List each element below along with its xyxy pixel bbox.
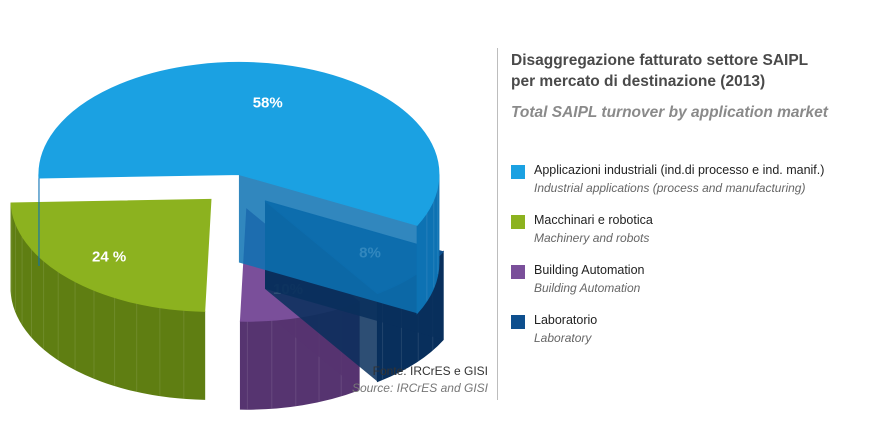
chart-subtitle: Total SAIPL turnover by application mark… [511, 104, 828, 121]
divider-line [497, 48, 498, 400]
legend-swatch [511, 315, 525, 329]
legend-item-industrial: Applicazioni industriali (ind.di process… [511, 162, 871, 212]
legend-item-laboratory: Laboratorio Laboratory [511, 312, 871, 362]
legend-label-it: Building Automation [534, 263, 645, 277]
legend-swatch [511, 165, 525, 179]
legend-label-it: Macchinari e robotica [534, 213, 653, 227]
source-note: Fonte: IRCrES e GISI Source: IRCrES and … [352, 363, 488, 397]
legend-swatch [511, 215, 525, 229]
chart-title-line1: Disaggregazione fatturato settore SAIPL [511, 52, 809, 69]
legend-label-it: Applicazioni industriali (ind.di process… [534, 163, 825, 177]
legend-label-en: Machinery and robots [534, 231, 650, 245]
pie-cut-industrial [238, 174, 418, 314]
chart-title: Disaggregazione fatturato settore SAIPL … [511, 50, 871, 92]
pie-slice-industrial [38, 61, 440, 226]
pie-slice-machinery [10, 198, 212, 312]
legend-label-it: Laboratorio [534, 313, 598, 327]
legend-label-en: Building Automation [534, 281, 641, 295]
legend-item-machinery: Macchinari e robotica Machinery and robo… [511, 212, 871, 262]
pie-label-machinery: 24 % [92, 248, 126, 265]
legend-item-building: Building Automation Building Automation [511, 262, 871, 312]
pie-label-industrial: 58% [253, 94, 283, 111]
pie-chart: 24 %10%8%58% [10, 61, 445, 410]
legend-label-en: Laboratory [534, 331, 592, 345]
chart-title-line2: per mercato di destinazione (2013) [511, 73, 766, 90]
source-italian: Fonte: IRCrES e GISI [372, 364, 488, 378]
legend: Applicazioni industriali (ind.di process… [511, 162, 871, 362]
source-english: Source: IRCrES and GISI [351, 381, 488, 395]
legend-label-en: Industrial applications (process and man… [534, 181, 806, 195]
legend-swatch [511, 265, 525, 279]
